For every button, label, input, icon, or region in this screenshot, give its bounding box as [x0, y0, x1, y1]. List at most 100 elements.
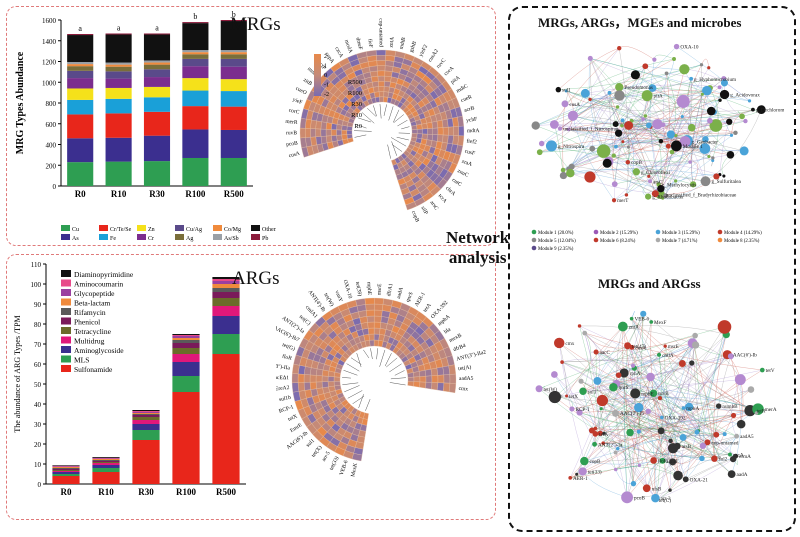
heat-cell	[431, 134, 439, 142]
bar-segment	[67, 70, 94, 79]
network-edge	[554, 374, 616, 453]
network-edge	[579, 325, 601, 434]
bar-segment	[172, 335, 200, 336]
network-edge	[551, 95, 620, 147]
bar-segment	[172, 343, 200, 348]
network-edge	[695, 344, 741, 380]
network-node-label: cop-untamed	[711, 440, 738, 446]
network-edge	[584, 332, 763, 371]
network-edge	[719, 121, 730, 175]
network-node	[658, 139, 664, 144]
network-node-label: rphA	[630, 371, 641, 377]
bar-segment	[132, 420, 160, 424]
network-node	[679, 64, 690, 75]
legend-swatch	[61, 289, 71, 296]
network-node-label: g_Acidovorax	[730, 92, 760, 98]
legend-label: Ag	[186, 236, 193, 242]
network-edge	[724, 82, 743, 117]
network-edge	[595, 351, 759, 410]
network-edge	[579, 412, 663, 461]
bar-segment	[105, 113, 132, 138]
network-edge	[607, 161, 724, 177]
heat-cell	[411, 129, 418, 134]
module-legend-label: Module 7 (4.71%)	[662, 239, 698, 244]
network-node	[679, 136, 691, 147]
network-edge	[659, 157, 713, 195]
module-legend-label: Module 2 (15.29%)	[600, 231, 638, 236]
network-edge	[656, 442, 708, 500]
gene-label: tet(A)	[458, 364, 472, 373]
bar-segment	[92, 465, 120, 468]
network-node	[642, 484, 651, 493]
bar-segment	[212, 354, 240, 484]
network-analysis-line2: analysis	[448, 247, 507, 267]
heat-cell	[458, 125, 465, 137]
gene-label: tet(G)	[281, 341, 296, 352]
network-edge	[595, 351, 736, 457]
heat-cell	[346, 134, 353, 139]
network-edge	[566, 90, 664, 126]
heat-cell	[407, 381, 415, 387]
network-node	[733, 453, 739, 459]
network-node	[531, 121, 540, 130]
module-legend-dot	[655, 229, 661, 235]
y-tick-label: 600	[46, 121, 57, 129]
network-node	[611, 181, 618, 188]
network-edge	[595, 433, 725, 437]
bar-segment	[172, 334, 200, 335]
module-legend-dot	[593, 229, 599, 235]
network-node-label: g_Geobacter	[692, 139, 719, 145]
heat-cell	[437, 374, 445, 384]
heat-cell	[425, 375, 433, 383]
network-node	[630, 480, 637, 487]
heat-cell	[333, 381, 341, 387]
network-node-label: tetR	[757, 409, 766, 415]
dendrogram-branch	[358, 394, 364, 409]
network-node	[592, 431, 599, 437]
dendrogram-branch	[384, 353, 392, 367]
network-node	[702, 136, 709, 143]
gene-label: czcA	[333, 46, 344, 59]
network-node	[672, 57, 676, 61]
network-node	[626, 145, 630, 149]
network-node	[660, 415, 664, 420]
network-node	[566, 127, 571, 132]
gene-label: copB	[410, 210, 420, 223]
network-edge	[626, 123, 745, 152]
network-edge	[596, 335, 696, 353]
network-node	[687, 123, 696, 132]
network-edge	[634, 344, 696, 369]
network-edge	[698, 326, 725, 431]
bar-segment	[182, 90, 209, 107]
network-node	[718, 98, 722, 102]
heat-cell	[413, 371, 421, 378]
network-node	[596, 394, 609, 407]
bar-segment	[172, 336, 200, 338]
color-scale-label: -2	[324, 92, 329, 98]
heat-cell	[448, 364, 456, 375]
legend-label: Co/Mg	[224, 227, 241, 233]
gene-label: zntA	[389, 37, 396, 48]
y-tick-label: 800	[46, 100, 57, 108]
heat-cell	[374, 333, 380, 341]
dendrogram-branch	[357, 117, 372, 123]
network-node	[713, 173, 720, 180]
network-node-label: ruvB	[658, 391, 669, 397]
network-node	[607, 90, 612, 95]
heat-row-label: R30	[351, 101, 362, 108]
network-node	[593, 377, 602, 385]
network-node	[630, 388, 641, 399]
network-edge	[614, 139, 706, 185]
network-edge	[603, 417, 663, 444]
bar-segment	[220, 21, 247, 51]
network-node-label: g_Chloroflexi	[641, 169, 671, 176]
gene-label: qnrS	[405, 291, 415, 303]
network-node	[602, 158, 612, 168]
bar-segment	[143, 77, 171, 87]
gene-label: actP	[316, 60, 327, 71]
bar-segment	[92, 458, 120, 459]
network-edge	[554, 48, 620, 125]
y-tick-label: 70	[34, 341, 42, 349]
heat-cell	[457, 135, 465, 146]
heat-cell	[360, 322, 369, 330]
